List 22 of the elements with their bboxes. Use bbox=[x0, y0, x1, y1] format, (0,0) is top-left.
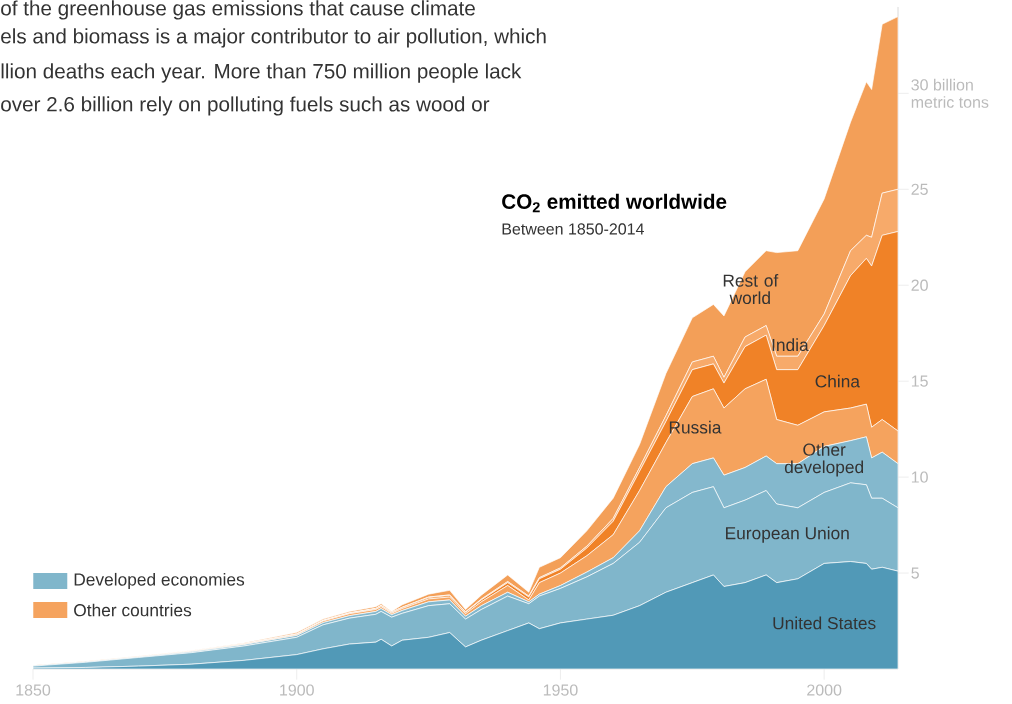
series-label: United States bbox=[773, 616, 876, 630]
text: CO$_{2}$ emitted worldwide bbox=[502, 193, 727, 213]
x-tick-label: 2000 bbox=[807, 684, 842, 696]
series-label: China bbox=[815, 374, 860, 388]
annotation: els and biomass is a major contributor to air pollution, which bbox=[1, 28, 546, 48]
series-label: Russia bbox=[669, 420, 722, 434]
annotation: of the greenhouse gas emissions that cause climate bbox=[1, 0, 475, 20]
annotation: Developed economies bbox=[74, 572, 245, 590]
x-tick-label: 1850 bbox=[16, 684, 51, 696]
annotation: llion deaths each year. More than 750 million people lack bbox=[1, 63, 522, 83]
x-tick-label: 1900 bbox=[280, 684, 314, 696]
annotation: over 2.6 billion rely on polluting fuels such as wood or bbox=[1, 96, 490, 116]
annotation: Other countries bbox=[74, 603, 192, 617]
y-tick-label: 25 bbox=[911, 183, 928, 195]
y-tick-label: 5 bbox=[911, 567, 919, 579]
series-label: European Union bbox=[726, 526, 849, 543]
y-tick-label: 10 bbox=[911, 471, 928, 483]
y-tick-label: 20 bbox=[911, 279, 928, 291]
y-tick-label: 15 bbox=[911, 375, 928, 387]
text: Between 1850-2014 bbox=[502, 223, 644, 235]
y-tick-label: 30 billion metric tons bbox=[911, 78, 989, 108]
x-tick-label: 1950 bbox=[543, 684, 578, 696]
